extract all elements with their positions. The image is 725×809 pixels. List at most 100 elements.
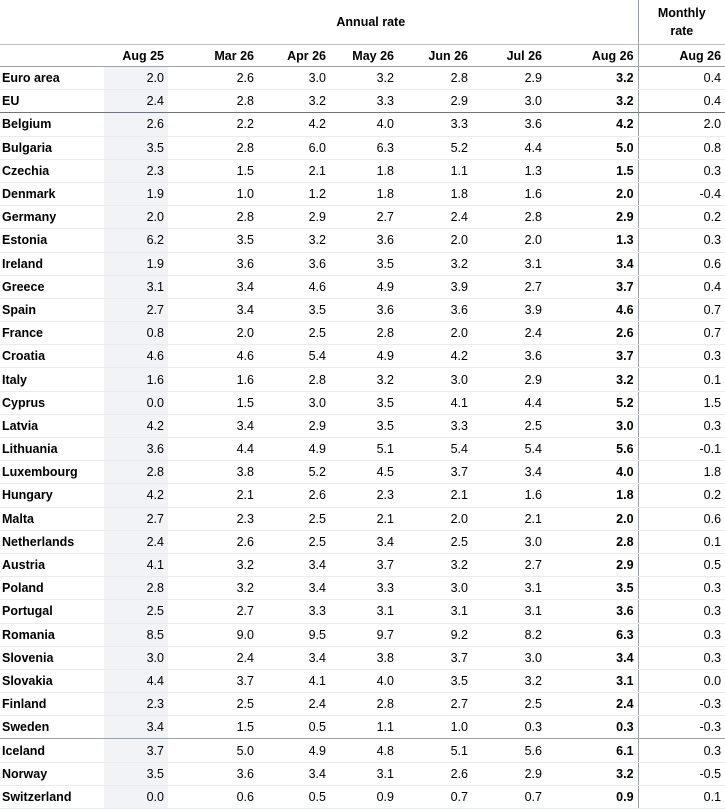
value-cell-aug26-monthly: 0.7 [638, 298, 725, 323]
country-cell: Greece [0, 275, 104, 299]
value-cell-apr26: 3.0 [258, 66, 330, 91]
value-cell-aug26-monthly: -0.3 [638, 692, 725, 717]
value-cell-aug26-annual: 3.4 [546, 646, 639, 670]
table-row: Belgium 2.6 2.2 4.2 4.0 3.3 3.6 4.2 2.0 [0, 112, 725, 137]
column-header-apr26: Apr 26 [258, 44, 330, 67]
value-cell-jun26: 1.8 [398, 182, 472, 207]
value-cell-may26: 4.5 [330, 460, 398, 485]
value-cell-jul26: 0.3 [472, 715, 546, 740]
value-cell-may26: 4.9 [330, 344, 398, 369]
country-cell: Denmark [0, 182, 104, 207]
value-cell-aug26-annual: 1.5 [546, 159, 639, 183]
value-cell-apr26: 2.9 [258, 205, 330, 230]
table-body: Euro area 2.0 2.6 3.0 3.2 2.8 2.9 3.2 0.4 EU 2.4 2.… [0, 66, 725, 809]
country-cell: Latvia [0, 414, 104, 439]
value-cell-may26: 3.5 [330, 414, 398, 439]
value-cell-jun26: 5.4 [398, 437, 472, 462]
table-row: Estonia 6.2 3.5 3.2 3.6 2.0 2.0 1.3 0.3 [0, 228, 725, 253]
value-cell-aug25: 0.0 [104, 391, 168, 415]
value-cell-mar26: 3.7 [168, 669, 258, 694]
value-cell-jun26: 3.0 [398, 367, 472, 392]
value-cell-jun26: 2.0 [398, 321, 472, 346]
value-cell-jun26: 1.1 [398, 159, 472, 183]
value-cell-aug26-annual: 2.4 [546, 692, 639, 717]
table-row: Italy 1.6 1.6 2.8 3.2 3.0 2.9 3.2 0.1 [0, 367, 725, 392]
value-cell-mar26: 2.0 [168, 321, 258, 346]
country-cell: Italy [0, 367, 104, 392]
value-cell-aug26-annual: 3.1 [546, 669, 639, 694]
table-row: Greece 3.1 3.4 4.6 4.9 3.9 2.7 3.7 0.4 [0, 275, 725, 299]
column-header-jun26: Jun 26 [398, 44, 472, 67]
value-cell-apr26: 2.1 [258, 159, 330, 183]
value-cell-aug25: 2.7 [104, 507, 168, 531]
value-cell-apr26: 9.5 [258, 623, 330, 647]
value-cell-aug26-monthly: 0.7 [638, 321, 725, 346]
value-cell-aug26-monthly: 0.4 [638, 89, 725, 114]
value-cell-aug25: 2.4 [104, 89, 168, 114]
value-cell-aug26-annual: 4.0 [546, 460, 639, 485]
value-cell-aug26-annual: 2.0 [546, 182, 639, 207]
country-cell: Slovenia [0, 646, 104, 670]
value-cell-aug26-annual: 2.9 [546, 205, 639, 230]
value-cell-aug25: 4.2 [104, 483, 168, 508]
value-cell-mar26: 2.6 [168, 530, 258, 554]
table-row: Denmark 1.9 1.0 1.2 1.8 1.8 1.6 2.0 -0.4 [0, 182, 725, 207]
value-cell-aug25: 0.8 [104, 321, 168, 346]
value-cell-jul26: 3.9 [472, 298, 546, 323]
table-row: Netherlands 2.4 2.6 2.5 3.4 2.5 3.0 2.8 0.1 [0, 530, 725, 554]
value-cell-aug25: 3.7 [104, 738, 168, 763]
value-cell-jun26: 3.7 [398, 646, 472, 670]
value-cell-aug26-annual: 3.7 [546, 275, 639, 299]
value-cell-aug25: 2.3 [104, 692, 168, 717]
value-cell-aug26-annual: 2.0 [546, 507, 639, 531]
column-header-aug26-monthly: Aug 26 [638, 44, 725, 67]
table-row: Germany 2.0 2.8 2.9 2.7 2.4 2.8 2.9 0.2 [0, 205, 725, 230]
table-row: Ireland 1.9 3.6 3.6 3.5 3.2 3.1 3.4 0.6 [0, 252, 725, 276]
value-cell-aug26-monthly: 0.2 [638, 483, 725, 508]
country-cell: Hungary [0, 483, 104, 508]
table-row: Bulgaria 3.5 2.8 6.0 6.3 5.2 4.4 5.0 0.8 [0, 136, 725, 160]
value-cell-mar26: 3.2 [168, 576, 258, 601]
value-cell-aug25: 4.2 [104, 414, 168, 439]
column-header-mar26: Mar 26 [168, 44, 258, 67]
value-cell-aug26-annual: 3.7 [546, 344, 639, 369]
value-cell-aug26-monthly: 0.6 [638, 252, 725, 276]
table-row: France 0.8 2.0 2.5 2.8 2.0 2.4 2.6 0.7 [0, 321, 725, 346]
value-cell-may26: 2.3 [330, 483, 398, 508]
value-cell-apr26: 6.0 [258, 136, 330, 160]
value-cell-apr26: 2.5 [258, 530, 330, 554]
table-row: Iceland 3.7 5.0 4.9 4.8 5.1 5.6 6.1 0.3 [0, 738, 725, 763]
value-cell-may26: 0.9 [330, 785, 398, 809]
value-cell-apr26: 4.6 [258, 275, 330, 299]
country-cell: Sweden [0, 715, 104, 740]
value-cell-jun26: 3.2 [398, 252, 472, 276]
value-cell-apr26: 4.2 [258, 112, 330, 137]
value-cell-may26: 2.8 [330, 321, 398, 346]
value-cell-apr26: 0.5 [258, 785, 330, 809]
country-cell: Romania [0, 623, 104, 647]
value-cell-mar26: 2.5 [168, 692, 258, 717]
value-cell-aug26-annual: 3.4 [546, 252, 639, 276]
value-cell-jul26: 3.0 [472, 89, 546, 114]
value-cell-aug26-monthly: -0.1 [638, 437, 725, 462]
value-cell-jun26: 4.1 [398, 391, 472, 415]
annual-rate-header: Annual rate [104, 0, 639, 45]
value-cell-mar26: 0.6 [168, 785, 258, 809]
value-cell-jul26: 2.9 [472, 762, 546, 786]
value-cell-jul26: 2.5 [472, 692, 546, 717]
country-cell: Belgium [0, 112, 104, 137]
value-cell-aug26-annual: 2.9 [546, 553, 639, 578]
country-cell: Czechia [0, 159, 104, 183]
table-row: Euro area 2.0 2.6 3.0 3.2 2.8 2.9 3.2 0.4 [0, 66, 725, 91]
value-cell-aug26-monthly: 0.3 [638, 599, 725, 624]
country-cell: Netherlands [0, 530, 104, 554]
value-cell-apr26: 5.4 [258, 344, 330, 369]
value-cell-aug26-monthly: 0.3 [638, 646, 725, 670]
value-cell-may26: 4.8 [330, 738, 398, 763]
value-cell-may26: 3.4 [330, 530, 398, 554]
value-cell-may26: 3.3 [330, 89, 398, 114]
value-cell-apr26: 0.5 [258, 715, 330, 740]
table-row: Latvia 4.2 3.4 2.9 3.5 3.3 2.5 3.0 0.3 [0, 414, 725, 439]
country-cell: Cyprus [0, 391, 104, 415]
value-cell-aug25: 2.8 [104, 460, 168, 485]
